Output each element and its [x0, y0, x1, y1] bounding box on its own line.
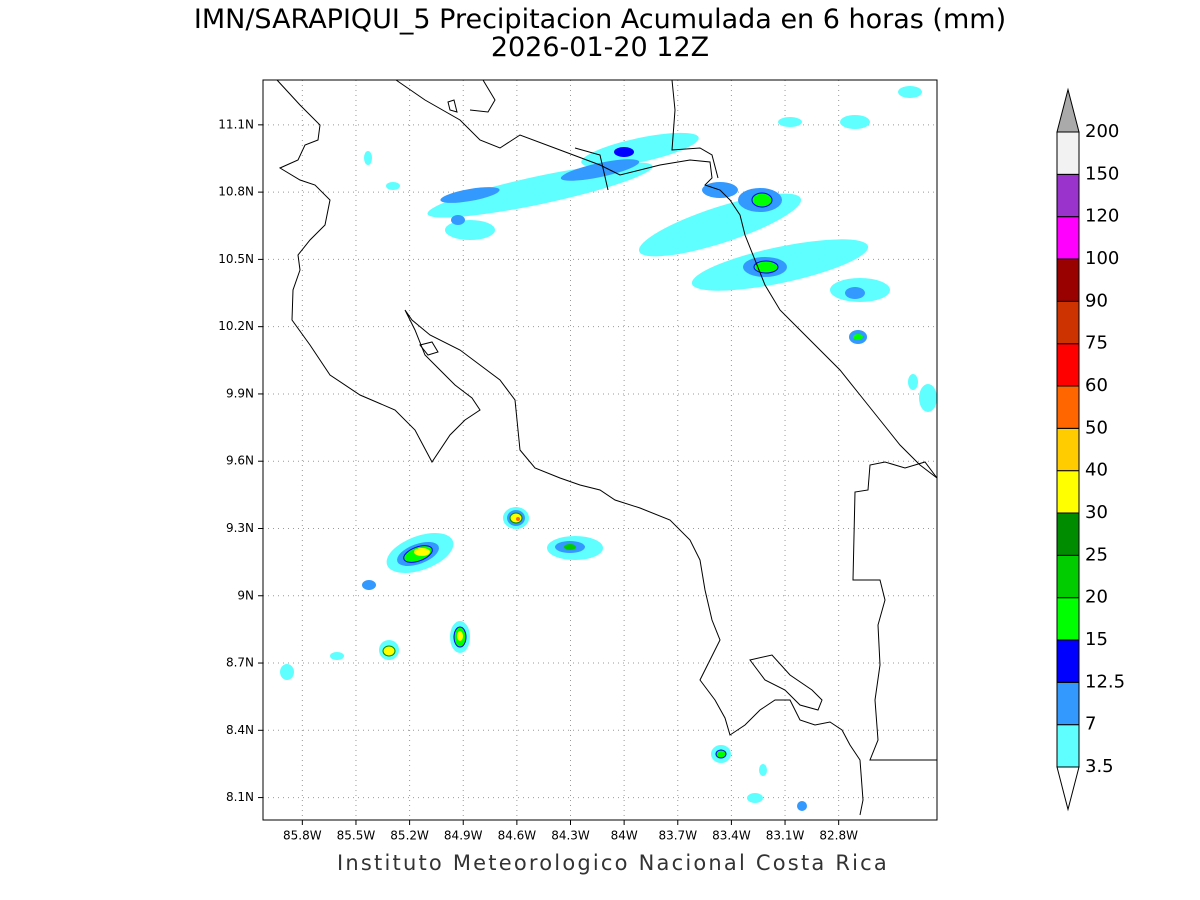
rain-area: [386, 182, 400, 190]
colorbar-end: [1056, 87, 1080, 133]
rain-area: [516, 517, 520, 521]
y-tick-label: 9.9N: [226, 386, 254, 400]
rain-area: [362, 580, 376, 590]
rain-area: [715, 749, 727, 759]
rain-area: [845, 287, 865, 299]
footer: Instituto Meteorologico Nacional Costa R…: [337, 851, 889, 875]
rain-area: [445, 220, 495, 240]
colorbar-label: 90: [1085, 290, 1108, 311]
rain-area: [440, 187, 500, 203]
y-tick-label: 9N: [237, 588, 254, 602]
rain-area: [747, 793, 763, 803]
y-tick-label: 10.2N: [218, 319, 254, 333]
rain-area: [840, 115, 870, 129]
x-tick-label: 83.1W: [766, 829, 805, 843]
y-tick-label: 9.6N: [226, 454, 254, 468]
title: IMN/SARAPIQUI_5 Precipitacion Acumulada …: [194, 4, 1006, 35]
colorbar-end: [1056, 766, 1080, 812]
colorbar-label: 150: [1085, 163, 1119, 184]
colorbar-label: 200: [1085, 121, 1119, 142]
y-tick-label: 10.5N: [218, 252, 254, 266]
x-tick-label: 83.7W: [658, 829, 697, 843]
rain-area: [451, 215, 465, 225]
x-tick-label: 83.4W: [712, 829, 751, 843]
colorbar-label: 30: [1085, 502, 1108, 523]
y-tick-label: 9.3N: [226, 521, 254, 535]
x-tick-label: 84.9W: [444, 829, 483, 843]
colorbar-segment: [1056, 427, 1080, 472]
colorbar-segment: [1056, 173, 1080, 218]
x-tick-label: 85.5W: [337, 829, 376, 843]
colorbar-label: 25: [1085, 544, 1108, 565]
colorbar-segment: [1056, 343, 1080, 387]
rain-area: [364, 151, 372, 165]
colorbar-segment: [1056, 300, 1080, 345]
rain-area: [581, 132, 699, 168]
colorbar-segment: [1056, 258, 1080, 302]
colorbar-label: 50: [1085, 417, 1108, 438]
coastlines: [276, 79, 938, 816]
rain-area: [509, 512, 523, 524]
colorbar-label: 40: [1085, 460, 1108, 481]
rain-area: [414, 548, 430, 556]
precipitation: [280, 86, 937, 811]
rain-area: [280, 664, 294, 680]
grid: [263, 80, 937, 820]
rain-area: [919, 384, 937, 412]
y-tick-label: 8.1N: [226, 790, 254, 804]
colorbar-segment: [1056, 639, 1080, 683]
rain-area: [382, 645, 396, 657]
colorbar-segment: [1056, 385, 1080, 429]
map-frame: [262, 79, 938, 821]
colorbar-label: 15: [1085, 629, 1108, 650]
colorbar-label: 7: [1085, 714, 1096, 735]
colorbar-segment: [1056, 512, 1080, 556]
colorbar-label: 100: [1085, 248, 1119, 269]
x-tick-label: 82.8W: [819, 829, 858, 843]
y-tick-label: 8.7N: [226, 656, 254, 670]
rain-area: [753, 260, 779, 274]
rain-area: [564, 544, 576, 550]
colorbar-segment: [1056, 597, 1080, 641]
colorbar-segment: [1056, 131, 1080, 175]
x-tick-label: 85.8W: [283, 829, 322, 843]
rain-area: [797, 801, 807, 811]
colorbar-segment: [1056, 681, 1080, 726]
rain-area: [751, 192, 773, 208]
y-tick-label: 8.4N: [226, 723, 254, 737]
colorbar: 3.5 7 12.5 15 20 25 30 40 50 60 75 90 100 120 150 200: [1056, 87, 1125, 812]
colorbar-label: 20: [1085, 587, 1108, 608]
rain-area: [759, 764, 767, 776]
rain-area: [560, 159, 640, 181]
map-frame-bg: [263, 80, 937, 820]
rain-area: [908, 374, 918, 390]
colorbar-segment: [1056, 470, 1080, 514]
x-tick-label: 85.2W: [390, 829, 429, 843]
colorbar-segment: [1056, 724, 1080, 768]
colorbar-label: 60: [1085, 375, 1108, 396]
y-tick-label: 10.8N: [218, 185, 254, 199]
colorbar-label: 3.5: [1085, 756, 1114, 777]
map: [262, 79, 938, 821]
rain-area: [457, 631, 463, 641]
rain-area: [778, 117, 802, 127]
colorbar-segment: [1056, 554, 1080, 599]
rain-area: [614, 147, 634, 157]
x-tick-label: 84.6W: [498, 829, 537, 843]
colorbar-segment: [1056, 216, 1080, 260]
x-tick-label: 84W: [611, 829, 638, 843]
colorbar-label: 12.5: [1085, 671, 1125, 692]
rain-area: [898, 86, 922, 98]
x-tick-label: 84.3W: [551, 829, 590, 843]
subtitle: 2026-01-20 12Z: [491, 32, 709, 63]
colorbar-label: 120: [1085, 206, 1119, 227]
rain-area: [853, 334, 863, 340]
y-tick-label: 11.1N: [218, 117, 254, 131]
colorbar-label: 75: [1085, 333, 1108, 354]
rain-area: [330, 652, 344, 660]
